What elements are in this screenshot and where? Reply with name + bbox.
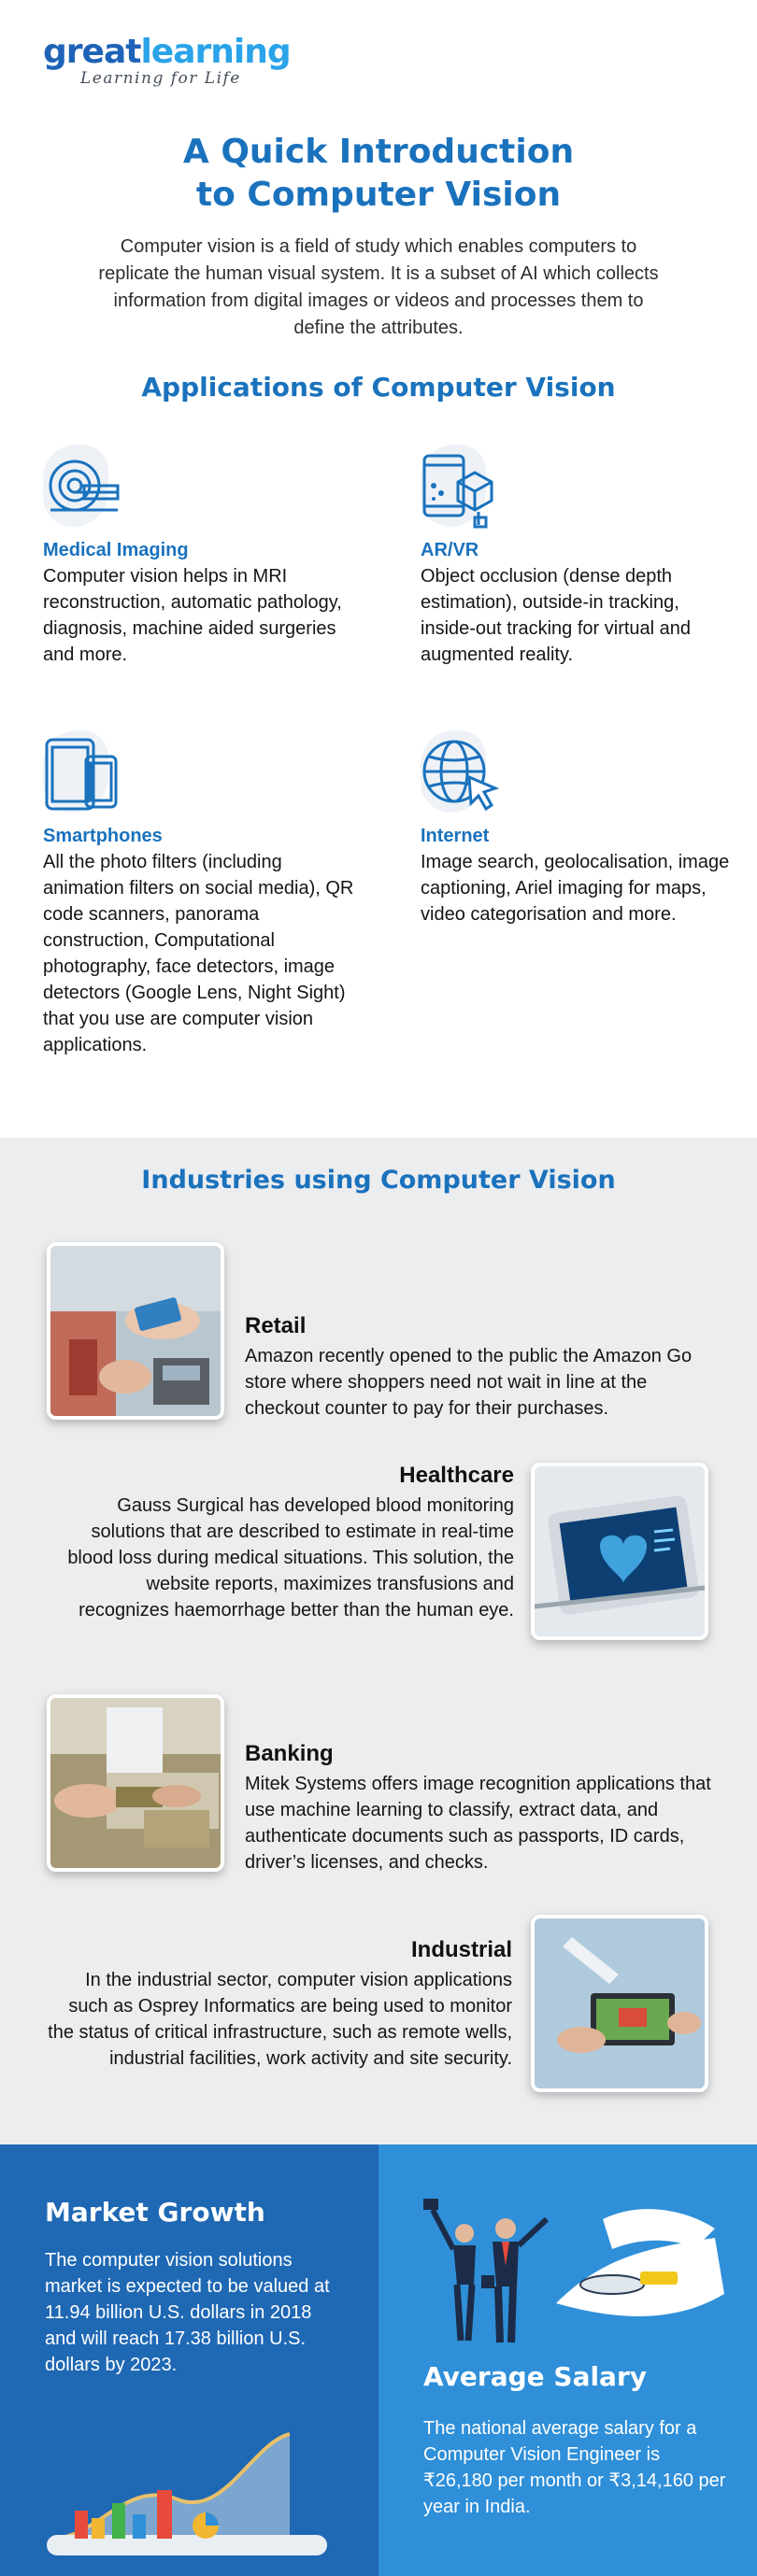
logo-wordmark: greatlearning [43,33,292,71]
industries-heading: Industries using Computer Vision [141,1166,616,1195]
ar-vr-phone-cube-icon [421,445,505,529]
average-salary-title: Average Salary [423,2361,648,2392]
app-ar-vr: AR/VR Object occlusion (dense depth esti… [421,445,738,668]
healthcare-photo [531,1463,708,1640]
banking-photo [47,1694,224,1872]
app-medical-imaging: Medical Imaging Computer vision helps in… [43,445,361,668]
average-salary-panel: Average Salary The national average sala… [378,2144,757,2576]
market-growth-chart-illustration [47,2432,327,2555]
industry-description: Mitek Systems offers image recognition a… [245,1774,711,1873]
page-title-line2: to Computer Vision [195,176,562,214]
applications-heading: Applications of Computer Vision [141,372,616,403]
app-name: Smartphones [43,826,163,846]
page-title: A Quick Introduction to Computer Vision [0,131,757,217]
industry-description: In the industrial sector, computer visio… [48,1970,512,2069]
industry-industrial: Industrial In the industrial sector, com… [47,1937,512,2072]
bottom-section: Market Growth The computer vision soluti… [0,2144,757,2576]
industry-banking: Banking Mitek Systems offers image recog… [245,1741,712,1875]
intro-paragraph: Computer vision is a field of study whic… [98,236,659,338]
industry-description: Gauss Surgical has developed blood monit… [67,1495,514,1621]
page-title-line1: A Quick Introduction [182,133,575,171]
average-salary-text: The national average salary for a Comput… [423,2418,726,2517]
industry-description: Amazon recently opened to the public the… [245,1346,693,1419]
industry-healthcare: Healthcare Gauss Surgical has developed … [65,1463,514,1623]
smartphone-tablet-icon [43,730,127,814]
app-name: AR/VR [421,540,479,560]
app-description: Computer vision helps in MRI reconstruct… [43,566,342,665]
industry-title: Healthcare [399,1463,514,1488]
industry-title: Retail [245,1313,307,1338]
app-internet: Internet Image search, geolocalisation, … [421,730,738,927]
app-name: Internet [421,826,490,846]
app-name: Medical Imaging [43,540,189,560]
logo-word-great: great [43,33,141,71]
industries-section: Industries using Computer Vision Retail … [0,1138,757,2144]
retail-photo [47,1242,224,1420]
industrial-photo [531,1915,708,2092]
industry-title: Industrial [410,1937,512,1962]
market-growth-panel: Market Growth The computer vision soluti… [0,2144,378,2576]
app-description: All the photo filters (including animati… [43,852,354,1055]
industry-retail: Retail Amazon recently opened to the pub… [245,1313,712,1422]
industry-title: Banking [245,1741,334,1766]
brand-logo: greatlearning Learning for Life [43,33,292,89]
logo-tagline: Learning for Life [80,69,241,88]
salary-illustration [423,2199,724,2343]
app-description: Object occlusion (dense depth estimation… [421,566,692,665]
app-description: Image search, geolocalisation, image cap… [421,852,730,925]
market-growth-text: The computer vision solutions market is … [45,2250,330,2375]
market-growth-title: Market Growth [45,2197,265,2228]
globe-cursor-icon [421,730,505,814]
mri-scanner-icon [43,445,127,529]
app-smartphones: Smartphones All the photo filters (inclu… [43,730,361,1058]
logo-word-learning: learning [140,33,291,71]
